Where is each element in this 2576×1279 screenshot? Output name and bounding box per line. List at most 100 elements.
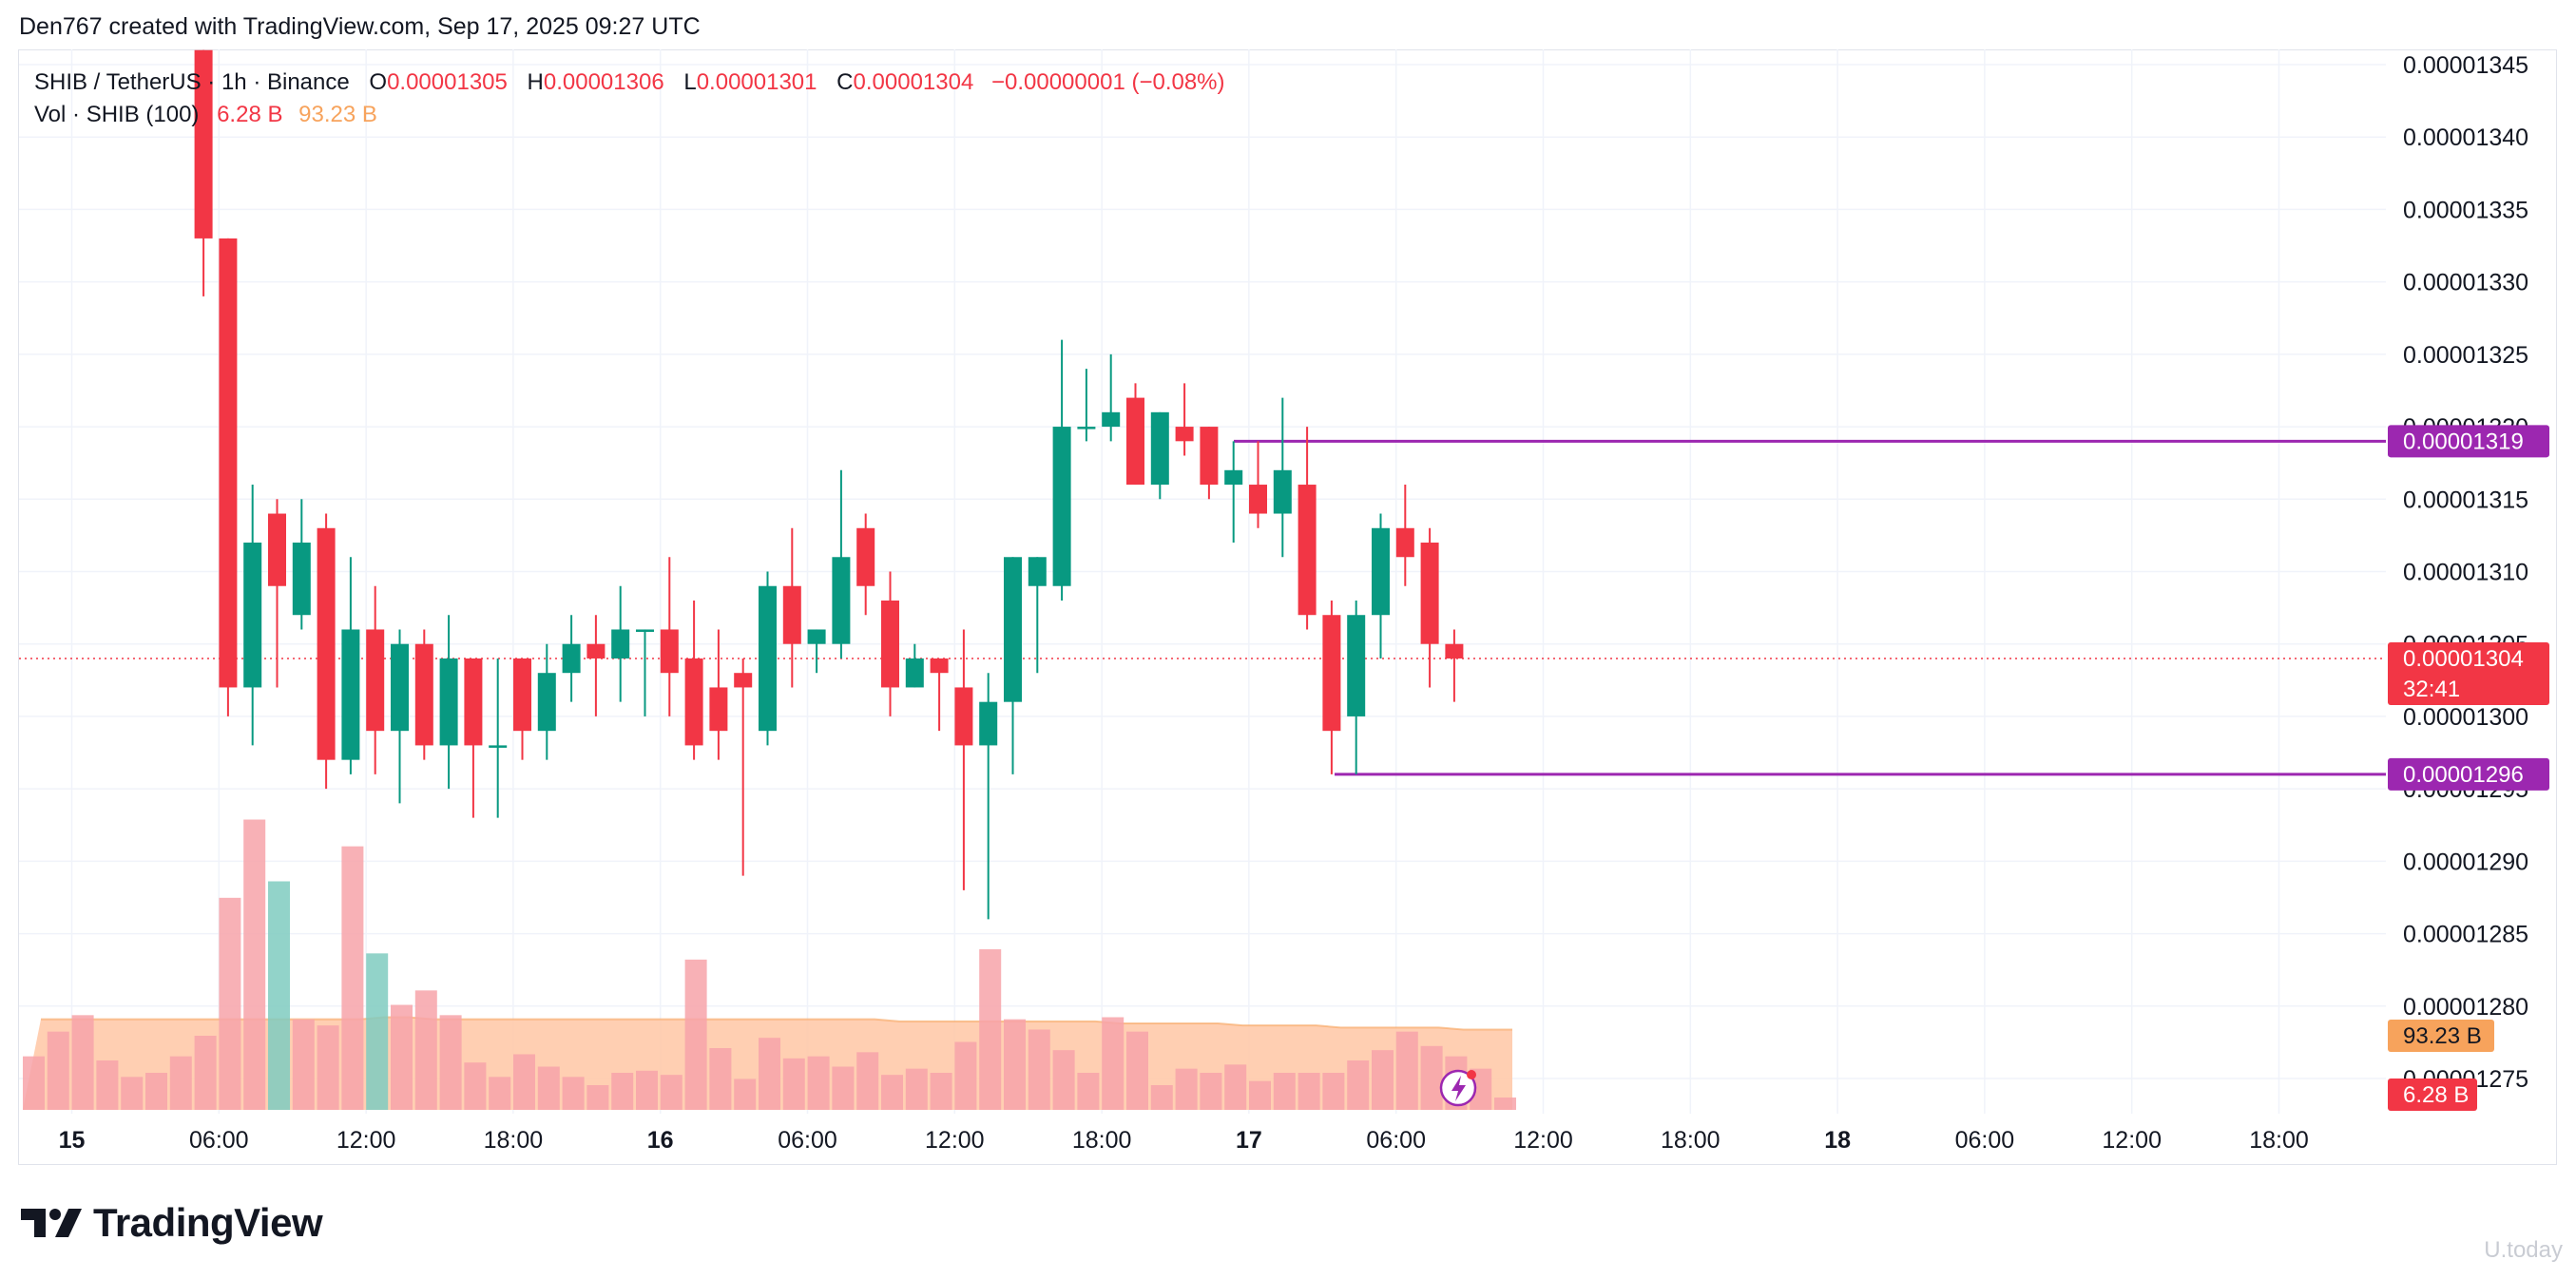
price-axis-label: 0.00001285 [2403, 922, 2528, 948]
candle [268, 499, 286, 688]
volume-bar [341, 846, 364, 1110]
time-axis-label: 06:00 [189, 1127, 249, 1154]
candle [439, 615, 458, 790]
volume-bar [611, 1073, 634, 1110]
horizontal-level-lines [19, 439, 2386, 776]
candle-body [366, 629, 385, 732]
high-value: 0.00001306 [543, 69, 664, 95]
volume-bar [169, 1056, 192, 1110]
candle-body [1372, 527, 1390, 616]
candle-body [439, 658, 458, 746]
time-axis-label: 12:00 [1513, 1127, 1573, 1154]
low-label: L [683, 69, 697, 95]
level-tag-lower: 0.00001296 [2388, 757, 2549, 791]
volume-bar [96, 1060, 119, 1110]
volume-value: 6.28 B [217, 102, 283, 127]
close-label: C [836, 69, 854, 95]
open-value: 0.00001305 [387, 69, 508, 95]
price-axis-label: 0.00001335 [2403, 197, 2528, 223]
candle-body [586, 643, 606, 659]
tradingview-logo-text: TradingView [93, 1200, 323, 1245]
candle-body [464, 658, 483, 746]
volume-label[interactable]: Vol · SHIB (100) [34, 102, 200, 127]
symbol-label[interactable]: SHIB / TetherUS · 1h · Binance [34, 69, 350, 95]
volume-bar [832, 1066, 855, 1110]
volume-bar [807, 1056, 830, 1110]
candle-body [219, 238, 238, 688]
candle [1052, 339, 1071, 601]
level-tag-upper: 0.00001319 [2388, 425, 2549, 458]
candle [1028, 557, 1047, 674]
volume-bar [537, 1066, 560, 1110]
volume-bar [1224, 1064, 1247, 1110]
candle [1273, 397, 1292, 558]
candle [684, 600, 703, 760]
lightning-icon[interactable] [1439, 1069, 1477, 1107]
last-price-tag-text: 32:41 [2403, 677, 2460, 702]
tradingview-logo[interactable]: TradingView [21, 1199, 323, 1247]
candle [1298, 427, 1317, 630]
candle-body [1224, 469, 1243, 486]
candle-body [513, 658, 531, 732]
candle [1322, 600, 1341, 774]
candle-body [1102, 411, 1121, 428]
candle [954, 629, 973, 890]
candle [1102, 353, 1121, 442]
candle [881, 571, 899, 716]
time-axis-label: 18:00 [1072, 1127, 1132, 1154]
volume-bar [586, 1085, 609, 1110]
candle-body [268, 513, 286, 586]
candle-body [243, 543, 262, 688]
volume-ma-tag-text: 93.23 B [2403, 1023, 2482, 1049]
volume-bar [489, 1077, 511, 1110]
candle-body [1126, 397, 1144, 486]
candle [586, 615, 606, 716]
candle [414, 629, 433, 760]
volume-bar [1004, 1019, 1026, 1110]
candle-body [414, 643, 433, 746]
price-axis-label: 0.00001290 [2403, 849, 2528, 875]
volume-bar [1200, 1073, 1222, 1110]
open-label: O [369, 69, 388, 95]
candle-body [954, 687, 973, 746]
time-axis-label: 17 [1236, 1127, 1262, 1154]
volume-bar [759, 1038, 780, 1110]
last-price-tag-text: 0.00001304 [2403, 646, 2524, 672]
volume-bar [1470, 1068, 1492, 1110]
watermark: U.today [2484, 1237, 2563, 1263]
candle-body [684, 658, 703, 746]
candle-body [1175, 427, 1194, 442]
chart-attribution: Den767 created with TradingView.com, Sep… [19, 13, 701, 40]
candle [930, 658, 949, 732]
volume-bar [1077, 1073, 1100, 1110]
candle [243, 485, 262, 746]
volume-bar [1347, 1060, 1370, 1110]
volume-bar [464, 1062, 487, 1110]
candle [660, 557, 679, 716]
volume-bar [684, 959, 707, 1110]
time-axis-label: 18 [1824, 1127, 1851, 1154]
price-axis-label: 0.00001340 [2403, 124, 2528, 151]
candle [782, 527, 801, 688]
price-axis-label: 0.00001280 [2403, 994, 2528, 1021]
volume-bar [905, 1068, 928, 1110]
candle-body [636, 629, 654, 632]
volume-bar [1102, 1017, 1125, 1110]
low-value: 0.00001301 [696, 69, 817, 95]
chart-grid [19, 49, 2386, 1114]
volume-bar [1126, 1031, 1148, 1110]
candle [1420, 527, 1439, 688]
volume-bar [1249, 1080, 1271, 1110]
volume-ma-value: 93.23 B [298, 102, 377, 127]
time-axis-label: 18:00 [484, 1127, 544, 1154]
price-tags: 0.00001319 0.00001296 0.00001304 32:41 93.23… [2388, 425, 2549, 1111]
chart-frame[interactable] [18, 49, 2557, 1165]
candle [1395, 485, 1414, 586]
candle [464, 658, 483, 818]
candle [1372, 513, 1390, 659]
volume-bar [734, 1079, 757, 1110]
candle [1224, 441, 1243, 544]
candle [807, 629, 826, 674]
volume-bar [954, 1041, 977, 1110]
